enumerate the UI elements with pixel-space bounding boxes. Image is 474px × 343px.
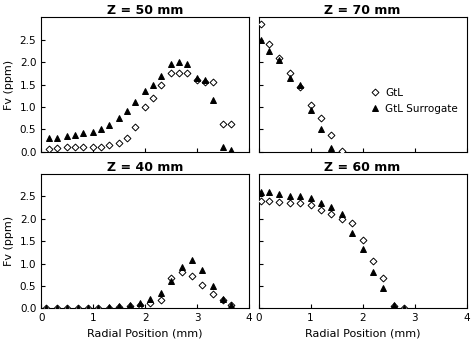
Y-axis label: Fv (ppm): Fv (ppm) — [4, 59, 14, 110]
Title: Z = 70 mm: Z = 70 mm — [324, 4, 401, 17]
Title: Z = 60 mm: Z = 60 mm — [324, 161, 401, 174]
Legend: GtL, GtL Surrogate: GtL, GtL Surrogate — [365, 84, 461, 117]
X-axis label: Radial Position (mm): Radial Position (mm) — [305, 329, 420, 339]
Title: Z = 50 mm: Z = 50 mm — [107, 4, 183, 17]
Title: Z = 40 mm: Z = 40 mm — [107, 161, 183, 174]
X-axis label: Radial Position (mm): Radial Position (mm) — [87, 329, 203, 339]
Y-axis label: Fv (ppm): Fv (ppm) — [4, 216, 14, 266]
